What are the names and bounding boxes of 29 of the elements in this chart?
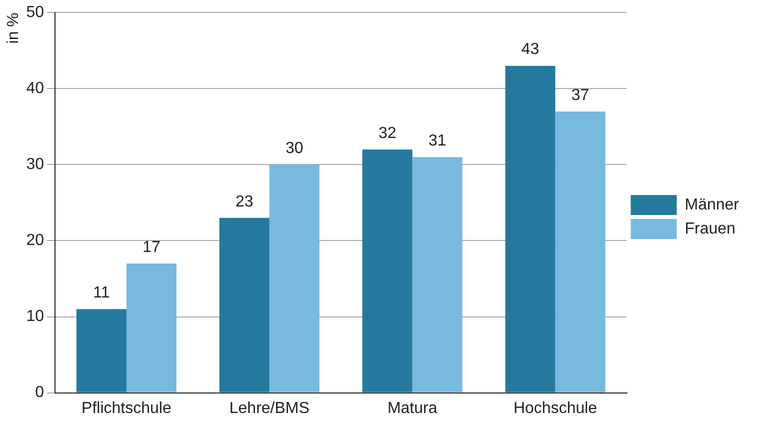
bar [219, 218, 270, 392]
x-tick-label: Lehre/BMS [229, 400, 310, 417]
data-label: 11 [93, 284, 110, 302]
y-tick-label: 10 [26, 308, 44, 326]
bar [412, 157, 462, 392]
bar [362, 149, 412, 392]
y-tick-label: 0 [35, 384, 44, 402]
bar [269, 164, 320, 392]
legend-label: Frauen [684, 220, 736, 238]
data-label: 43 [521, 41, 540, 58]
y-tick-label: 40 [26, 80, 44, 98]
bar [126, 264, 176, 392]
data-label: 31 [428, 132, 446, 150]
y-tick-label: 30 [26, 156, 44, 174]
bar [76, 309, 126, 392]
y-axis-title: in % [5, 12, 22, 44]
data-label: 32 [378, 124, 396, 142]
y-tick-label: 50 [26, 4, 44, 22]
data-label: 37 [571, 86, 590, 104]
bar [505, 66, 556, 392]
data-label: 30 [286, 140, 304, 158]
x-tick-label: Matura [387, 400, 438, 417]
bar [555, 111, 606, 392]
y-tick-label: 20 [26, 232, 44, 250]
legend-label: Männer [684, 196, 740, 214]
data-label: 23 [235, 193, 254, 210]
x-tick-label: Pflichtschule [82, 400, 172, 417]
data-label: 17 [142, 238, 160, 256]
x-tick-label: Hochschule [513, 400, 598, 417]
